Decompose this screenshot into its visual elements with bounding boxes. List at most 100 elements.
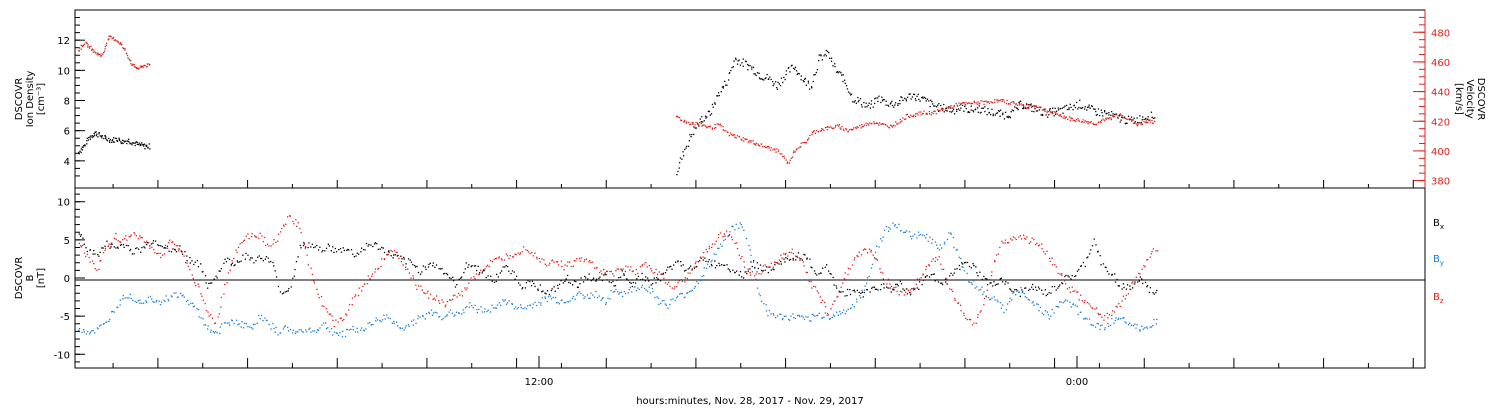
data-point xyxy=(272,322,274,325)
legend-by: By xyxy=(1433,254,1444,267)
data-point xyxy=(675,261,677,263)
data-point xyxy=(1000,277,1002,279)
data-point xyxy=(306,331,308,333)
data-point xyxy=(888,127,891,129)
data-point xyxy=(931,238,934,241)
data-point xyxy=(1015,289,1018,291)
data-point xyxy=(914,113,917,115)
data-point xyxy=(680,261,682,263)
data-point xyxy=(382,247,384,249)
data-point xyxy=(676,297,678,299)
data-point xyxy=(289,328,292,331)
data-point xyxy=(219,332,221,335)
data-point xyxy=(444,305,446,308)
data-point xyxy=(758,145,761,147)
data-point xyxy=(402,264,404,266)
data-point xyxy=(110,36,112,38)
data-point xyxy=(652,283,654,285)
data-point xyxy=(372,245,374,248)
data-point xyxy=(743,140,745,142)
data-point xyxy=(109,140,111,142)
data-point xyxy=(229,324,231,326)
data-point xyxy=(511,256,514,258)
data-point xyxy=(1138,272,1140,275)
data-point xyxy=(1058,114,1060,116)
data-point xyxy=(1069,301,1071,303)
data-point xyxy=(888,105,890,107)
data-point xyxy=(142,66,144,69)
data-point xyxy=(863,102,865,104)
data-point xyxy=(802,316,804,318)
data-point xyxy=(764,146,767,148)
data-point xyxy=(1148,291,1151,294)
data-point xyxy=(182,294,184,296)
data-point xyxy=(803,318,806,320)
data-point xyxy=(1127,293,1129,295)
data-point xyxy=(126,239,128,241)
data-point xyxy=(952,274,954,276)
data-point xyxy=(166,245,169,247)
data-point xyxy=(1141,325,1143,327)
data-point xyxy=(1066,108,1069,111)
data-point xyxy=(701,116,703,118)
data-point xyxy=(1058,285,1060,288)
data-point xyxy=(824,266,826,268)
data-point xyxy=(1049,109,1051,111)
data-point xyxy=(707,110,709,112)
data-point xyxy=(961,262,963,264)
data-point xyxy=(588,261,590,263)
data-point xyxy=(1050,112,1052,114)
data-point xyxy=(133,142,135,144)
data-point xyxy=(419,316,421,318)
data-point xyxy=(1002,242,1004,244)
data-point xyxy=(794,317,797,320)
data-point xyxy=(316,244,318,247)
data-point xyxy=(929,236,931,238)
data-point xyxy=(487,309,489,311)
data-point xyxy=(847,130,849,133)
data-point xyxy=(982,100,984,103)
data-point xyxy=(531,307,534,309)
data-point xyxy=(935,113,937,115)
data-point xyxy=(823,129,825,132)
data-point xyxy=(126,140,128,142)
data-point xyxy=(125,244,128,247)
data-point xyxy=(410,261,413,263)
data-point xyxy=(960,310,962,312)
data-point xyxy=(776,148,778,150)
data-point xyxy=(874,257,876,259)
data-point xyxy=(95,52,97,54)
data-point xyxy=(928,264,930,266)
data-point xyxy=(118,42,120,44)
data-point xyxy=(687,268,689,270)
data-point xyxy=(171,296,173,298)
data-point xyxy=(498,302,501,304)
data-point xyxy=(459,294,461,296)
data-point xyxy=(461,313,463,315)
data-point xyxy=(969,281,971,283)
data-point xyxy=(1102,263,1105,265)
data-point xyxy=(580,292,582,295)
data-point xyxy=(379,320,381,322)
ytick-right-label: 400 xyxy=(1431,147,1450,158)
data-point xyxy=(1059,273,1061,275)
data-point xyxy=(1060,108,1062,110)
data-point xyxy=(481,311,483,313)
data-point xyxy=(916,287,918,289)
data-point xyxy=(251,233,253,235)
data-point xyxy=(788,67,790,69)
data-point xyxy=(994,101,996,103)
data-point xyxy=(407,324,410,326)
data-point xyxy=(424,318,426,320)
data-point xyxy=(740,138,742,140)
data-point xyxy=(918,288,920,290)
data-point xyxy=(1150,111,1153,113)
data-point xyxy=(1068,107,1070,109)
data-point xyxy=(1129,322,1131,324)
data-point xyxy=(93,249,95,252)
data-point xyxy=(890,124,892,126)
data-point xyxy=(465,262,467,264)
data-point xyxy=(910,235,912,238)
data-point xyxy=(593,277,595,279)
